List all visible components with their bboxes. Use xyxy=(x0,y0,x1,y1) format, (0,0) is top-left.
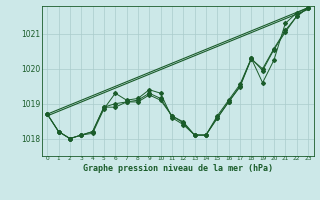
X-axis label: Graphe pression niveau de la mer (hPa): Graphe pression niveau de la mer (hPa) xyxy=(83,164,273,173)
